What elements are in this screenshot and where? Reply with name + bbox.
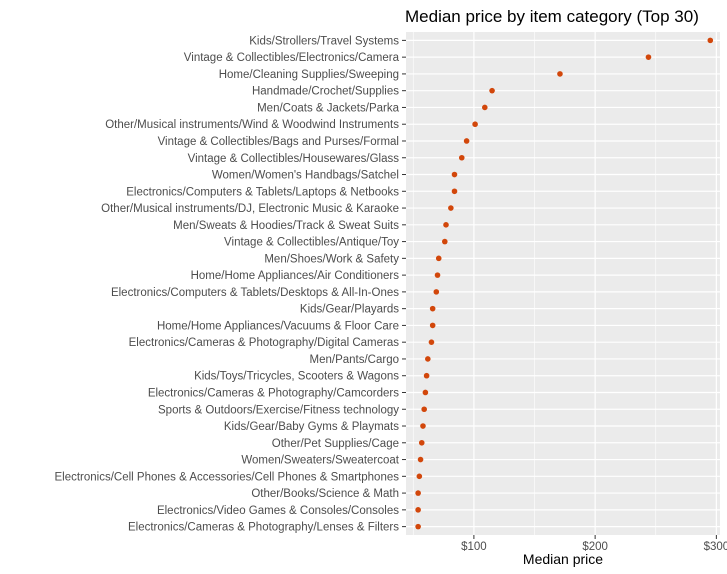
y-axis: Kids/Strollers/Travel Systems Vintage & C… [54,35,406,534]
data-point [472,121,478,128]
y-tick-label: Kids/Toys/Tricycles, Scooters & Wagons [194,371,399,383]
y-tick-label: Kids/Gear/Playards [300,304,399,316]
x-tick-label: $100 [461,541,487,553]
data-point [448,205,454,211]
data-point [451,188,458,195]
data-points [415,37,714,530]
y-tick-label: Men/Coats & Jackets/Parka [257,102,399,114]
data-point [429,305,436,312]
y-tick-label: Vintage & Collectibles/Antique/Toy [224,237,399,249]
data-point [418,439,425,446]
data-point [557,71,563,77]
data-point [482,104,488,111]
data-point [443,222,449,228]
data-point [451,171,458,178]
y-tick-label: Women/Sweaters/Sweatercoat [241,455,399,467]
y-tick-label: Men/Sweats & Hoodies/Track & Sweat Suits [173,220,399,232]
x-axis: $100 $200 $300 [461,535,727,553]
data-point [441,238,448,245]
data-point [435,255,442,262]
data-point [423,372,430,379]
data-point [458,154,465,161]
y-tick-label: Other/Pet Supplies/Cage [272,438,399,450]
y-tick-label: Vintage & Collectibles/Bags and Purses/F… [158,136,399,148]
y-tick-label: Electronics/Cameras & Photography/Camcor… [148,387,399,399]
data-point [707,37,714,44]
y-tick-label: Other/Books/Science & Math [251,488,399,500]
y-tick-label: Kids/Strollers/Travel Systems [249,35,399,47]
data-point [433,289,440,295]
data-point [422,389,429,396]
data-point [415,523,421,530]
data-point [416,473,423,480]
y-tick-label: Men/Pants/Cargo [310,354,400,366]
plot-panel [406,32,720,535]
data-point [645,54,652,60]
y-tick-label: Electronics/Computers & Tablets/Desktops… [111,287,399,299]
y-tick-label: Vintage & Collectibles/Electronics/Camer… [184,52,400,64]
data-point [415,507,421,513]
data-point [425,356,431,362]
x-tick-label: $300 [704,541,727,553]
y-tick-label: Women/Women's Handbags/Satchel [212,170,399,182]
data-point [489,87,495,94]
grid-major [406,32,720,535]
data-point [429,322,436,329]
x-tick-label: $200 [582,541,608,553]
y-tick-label: Home/Home Appliances/Air Conditioners [191,270,400,282]
data-point [428,339,435,345]
grid-minor [412,32,657,535]
y-tick-label: Electronics/Cameras & Photography/Digita… [129,337,400,349]
y-tick-label: Electronics/Computers & Tablets/Laptops … [126,186,399,198]
y-tick-label: Electronics/Video Games & Consoles/Conso… [157,505,399,517]
data-point [463,138,470,144]
y-tick-label: Home/Home Appliances/Vacuums & Floor Car… [157,320,399,332]
data-point [420,423,426,429]
data-point [417,456,424,463]
data-point [434,272,441,278]
data-point [415,490,421,496]
y-tick-label: Other/Musical instruments/DJ, Electronic… [101,203,399,215]
y-tick-label: Kids/Gear/Baby Gyms & Playmats [224,421,399,433]
data-point [421,406,427,413]
y-tick-label: Other/Musical instruments/Wind & Woodwin… [105,119,399,131]
chart-title: Median price by item category (Top 30) [405,7,699,26]
y-tick-label: Men/Shoes/Work & Safety [264,253,399,265]
y-tick-label: Handmade/Crochet/Supplies [252,86,399,98]
y-tick-label: Sports & Outdoors/Exercise/Fitness techn… [158,404,399,416]
y-tick-label: Home/Cleaning Supplies/Sweeping [219,69,399,81]
y-tick-label: Electronics/Cameras & Photography/Lenses… [128,522,399,534]
y-tick-label: Vintage & Collectibles/Housewares/Glass [188,153,400,165]
y-tick-label: Electronics/Cell Phones & Accessories/Ce… [54,471,399,483]
x-axis-title: Median price [523,551,603,567]
